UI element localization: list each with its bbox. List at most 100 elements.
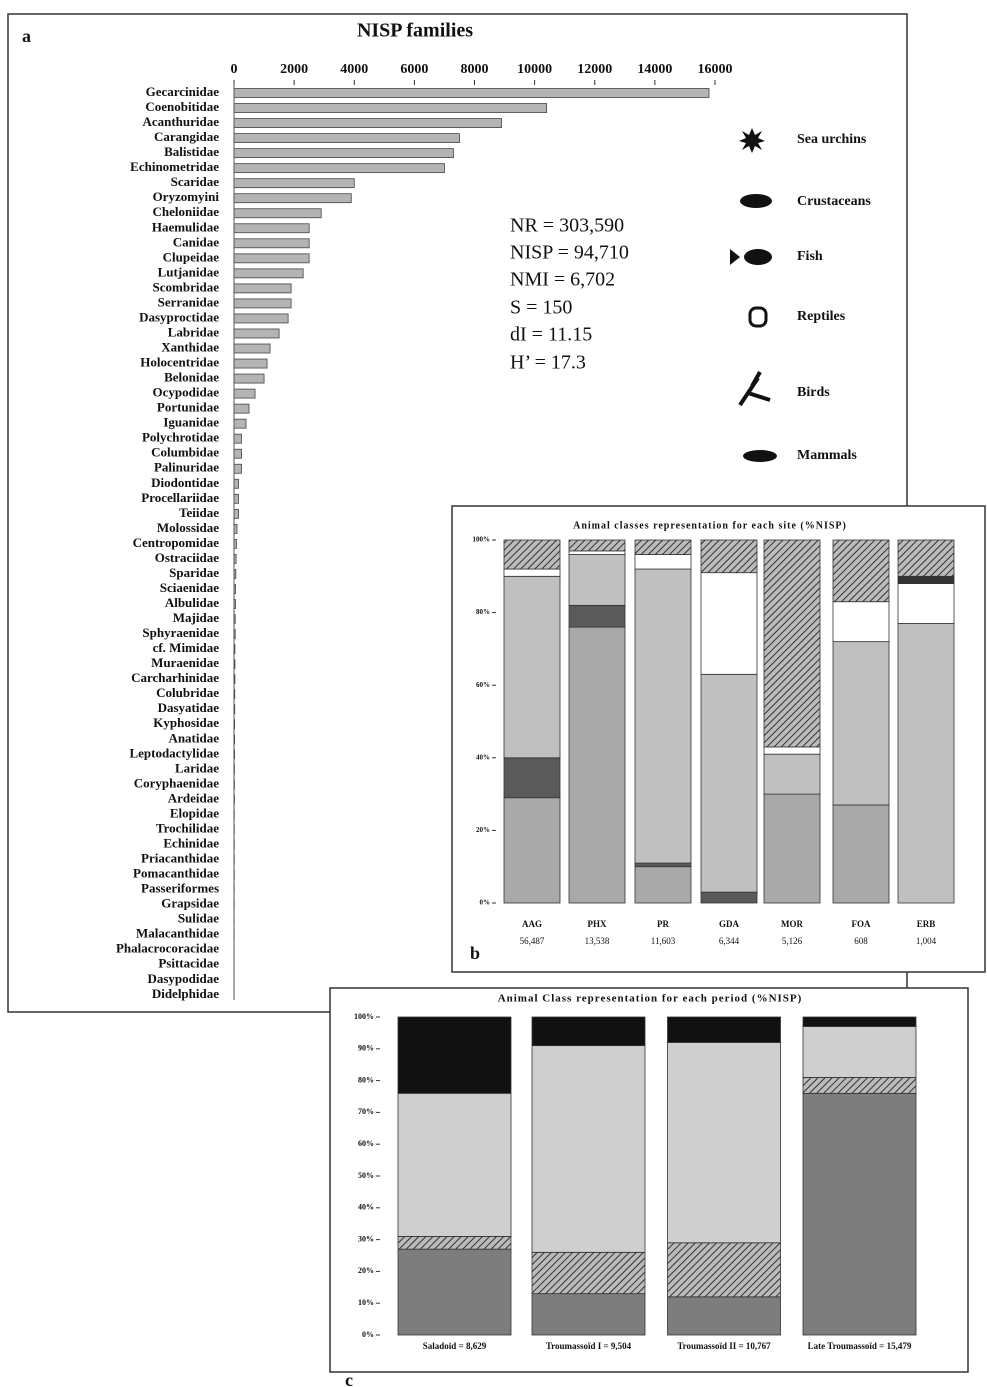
- bar-segment: [667, 1016, 781, 1043]
- category-label: Scaridae: [171, 174, 220, 189]
- bar-segment: [832, 804, 890, 904]
- y-tick-label: 60%: [476, 681, 490, 689]
- category-label: Scombridae: [153, 279, 220, 294]
- y-tick-label: 50%: [358, 1171, 374, 1180]
- chart-title: Animal Class representation for each per…: [498, 993, 803, 1005]
- category-label: Grapsidae: [161, 896, 219, 911]
- category-label: Iguanidae: [163, 415, 219, 430]
- category-label: Leptodactylidae: [129, 745, 219, 760]
- category-label: Sciaenidae: [160, 580, 219, 595]
- bar-segment: [802, 1092, 917, 1336]
- mammal-icon: [743, 450, 777, 462]
- bar-segment: [397, 1092, 512, 1237]
- fish-icon: [744, 249, 772, 265]
- bar: [233, 238, 310, 249]
- bar: [233, 403, 250, 414]
- bar: [233, 283, 292, 294]
- bar-segment: [531, 1045, 646, 1253]
- bar-segment: [531, 1251, 646, 1295]
- bar-segment: [700, 891, 758, 904]
- bar: [233, 253, 310, 264]
- bar: [233, 343, 271, 354]
- x-tick-label: PR: [657, 919, 669, 929]
- bar-segment: [503, 568, 561, 577]
- x-tick-label: Late Troumassoïd = 15,479: [808, 1341, 912, 1351]
- category-label: Procellariidae: [141, 490, 219, 505]
- x-tick-label: GDA: [719, 919, 740, 929]
- y-tick-label: 80%: [476, 608, 490, 616]
- y-tick-label: 60%: [358, 1139, 374, 1148]
- crab-icon: [740, 194, 772, 208]
- category-label: Sulidae: [178, 911, 219, 926]
- bar-segment: [832, 601, 890, 643]
- sample-size: 13,538: [585, 936, 610, 946]
- category-label: Labridae: [168, 324, 220, 339]
- category-label: Dasypodidae: [147, 971, 219, 986]
- y-tick-label: 20%: [476, 826, 490, 834]
- y-tick-label: 0%: [362, 1330, 374, 1339]
- y-tick-label: 0%: [480, 899, 491, 907]
- category-label: Psittacidae: [158, 956, 219, 971]
- sample-size: 56,487: [520, 936, 545, 946]
- bar-segment: [667, 1296, 781, 1336]
- bar-segment: [897, 575, 955, 584]
- category-label: Ardeidae: [168, 790, 220, 805]
- category-label: Acanthuridae: [142, 114, 219, 129]
- y-tick-label: 100%: [354, 1012, 374, 1021]
- category-label: Elopidae: [170, 805, 219, 820]
- x-tick-label: 6000: [400, 62, 428, 77]
- x-tick-label: Troumassoïd II = 10,767: [677, 1341, 771, 1351]
- category-label: Colubridae: [156, 685, 219, 700]
- sample-size: 1,004: [916, 936, 937, 946]
- category-label: Cheloniidae: [153, 204, 220, 219]
- legend-label: Birds: [797, 385, 830, 400]
- category-label: Carcharhinidae: [131, 670, 219, 685]
- bar-segment: [503, 539, 561, 570]
- category-label: Xanthidae: [161, 339, 219, 354]
- category-label: Echinometridae: [130, 159, 219, 174]
- bar: [233, 148, 454, 159]
- y-tick-label: 20%: [358, 1266, 374, 1275]
- category-label: Sparidae: [169, 565, 219, 580]
- category-label: Albulidae: [165, 595, 219, 610]
- bar-segment: [568, 550, 626, 555]
- bar: [233, 328, 280, 339]
- bar-segment: [802, 1026, 917, 1078]
- category-label: Belonidae: [164, 370, 219, 385]
- category-label: Laridae: [175, 760, 219, 775]
- category-label: Echinidae: [163, 835, 219, 850]
- bar-segment: [897, 539, 955, 577]
- category-label: Holocentridae: [140, 355, 219, 370]
- x-tick-label: 12000: [577, 62, 612, 77]
- category-label: Anatidae: [168, 730, 219, 745]
- category-label: Canidae: [173, 234, 219, 249]
- category-label: Ocypodidae: [153, 385, 220, 400]
- bar: [233, 508, 239, 519]
- bar: [233, 193, 352, 204]
- bar-segment: [832, 641, 890, 806]
- category-label: Dasyatidae: [158, 700, 220, 715]
- y-tick-label: 40%: [476, 753, 490, 761]
- category-label: Diodontidae: [151, 475, 219, 490]
- bar-segment: [763, 539, 821, 748]
- category-label: Priacanthidae: [141, 851, 219, 866]
- x-tick-label: 16000: [698, 62, 733, 77]
- category-label: Columbidae: [151, 445, 219, 460]
- legend-label: Fish: [797, 249, 823, 264]
- bar: [233, 388, 256, 399]
- bar-segment: [667, 1042, 781, 1244]
- legend-label: Reptiles: [797, 309, 846, 324]
- panel-letter: a: [22, 26, 31, 46]
- y-tick-label: 10%: [358, 1298, 374, 1307]
- statistic: NR = 303,590: [510, 215, 624, 237]
- sample-size: 608: [854, 936, 868, 946]
- category-label: Teiidae: [179, 505, 219, 520]
- chart-title: Animal classes representation for each s…: [573, 520, 847, 531]
- bar-segment: [700, 539, 758, 574]
- category-label: Sphyraenidae: [142, 625, 219, 640]
- y-tick-label: 70%: [358, 1107, 374, 1116]
- bar-segment: [634, 554, 692, 570]
- bar-segment: [897, 583, 955, 624]
- category-label: Majidae: [173, 610, 219, 625]
- x-tick-label: 2000: [280, 62, 308, 77]
